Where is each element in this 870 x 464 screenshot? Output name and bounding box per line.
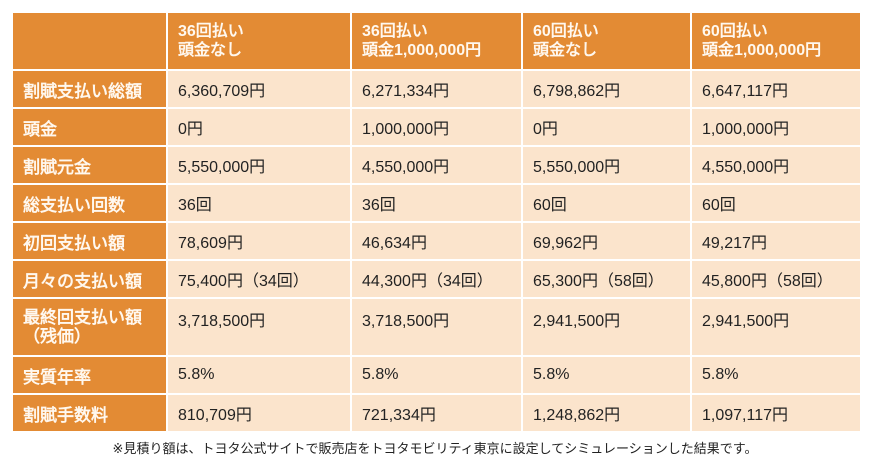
row-label: 割賦支払い総額 (11, 69, 168, 109)
table-cell: 6,360,709円 (166, 69, 352, 109)
column-header: 60回払い 頭金1,000,000円 (690, 11, 862, 71)
table-row: 総支払い回数 36回 36回 60回 60回 (11, 183, 862, 223)
table-cell: 6,271,334円 (350, 69, 523, 109)
table-row: 割賦手数料 810,709円 721,334円 1,248,862円 1,097… (11, 393, 862, 433)
table-cell: 0円 (521, 107, 692, 147)
table-cell: 1,000,000円 (690, 107, 862, 147)
table-cell: 78,609円 (166, 221, 352, 261)
row-label: 頭金 (11, 107, 168, 147)
table-cell: 2,941,500円 (521, 297, 692, 357)
table-cell: 1,097,117円 (690, 393, 862, 433)
table-cell: 5,550,000円 (166, 145, 352, 185)
table-cell: 4,550,000円 (690, 145, 862, 185)
row-label: 割賦元金 (11, 145, 168, 185)
row-label: 月々の支払い額 (11, 259, 168, 299)
column-header: 60回払い 頭金なし (521, 11, 692, 71)
table-row: 初回支払い額 78,609円 46,634円 69,962円 49,217円 (11, 221, 862, 261)
table-cell: 65,300円（58回） (521, 259, 692, 299)
table-cell: 4,550,000円 (350, 145, 523, 185)
header-row: 36回払い 頭金なし 36回払い 頭金1,000,000円 60回払い 頭金なし 60… (11, 11, 862, 71)
corner-cell (11, 11, 168, 71)
table-row: 割賦元金 5,550,000円 4,550,000円 5,550,000円 4,… (11, 145, 862, 185)
row-label: 総支払い回数 (11, 183, 168, 223)
table-cell: 3,718,500円 (350, 297, 523, 357)
table-cell: 36回 (350, 183, 523, 223)
table-cell: 75,400円（34回） (166, 259, 352, 299)
row-label: 最終回支払い額 （残価） (11, 297, 168, 357)
row-label: 割賦手数料 (11, 393, 168, 433)
table-cell: 5.8% (350, 355, 523, 395)
table-cell: 0円 (166, 107, 352, 147)
table-cell: 6,647,117円 (690, 69, 862, 109)
table-cell: 5.8% (690, 355, 862, 395)
table-cell: 45,800円（58回） (690, 259, 862, 299)
table-cell: 5.8% (166, 355, 352, 395)
table-row: 月々の支払い額 75,400円（34回） 44,300円（34回） 65,300… (11, 259, 862, 299)
table-cell: 1,248,862円 (521, 393, 692, 433)
table-cell: 60回 (690, 183, 862, 223)
table-row: 頭金 0円 1,000,000円 0円 1,000,000円 (11, 107, 862, 147)
table-cell: 5.8% (521, 355, 692, 395)
table-cell: 46,634円 (350, 221, 523, 261)
column-header: 36回払い 頭金なし (166, 11, 352, 71)
table-cell: 60回 (521, 183, 692, 223)
loan-comparison-table: 36回払い 頭金なし 36回払い 頭金1,000,000円 60回払い 頭金なし 60… (11, 11, 862, 433)
table-cell: 36回 (166, 183, 352, 223)
table-cell: 5,550,000円 (521, 145, 692, 185)
row-label: 初回支払い額 (11, 221, 168, 261)
table-cell: 69,962円 (521, 221, 692, 261)
table-row: 実質年率 5.8% 5.8% 5.8% 5.8% (11, 355, 862, 395)
column-header: 36回払い 頭金1,000,000円 (350, 11, 523, 71)
table-row: 割賦支払い総額 6,360,709円 6,271,334円 6,798,862円… (11, 69, 862, 109)
table-cell: 44,300円（34回） (350, 259, 523, 299)
table-cell: 49,217円 (690, 221, 862, 261)
table-row: 最終回支払い額 （残価） 3,718,500円 3,718,500円 2,941,… (11, 297, 862, 357)
table-cell: 721,334円 (350, 393, 523, 433)
table-cell: 810,709円 (166, 393, 352, 433)
table-cell: 2,941,500円 (690, 297, 862, 357)
row-label: 実質年率 (11, 355, 168, 395)
table-cell: 3,718,500円 (166, 297, 352, 357)
table-cell: 1,000,000円 (350, 107, 523, 147)
footnote: ※見積り額は、トヨタ公式サイトで販売店をトヨタモビリティ東京に設定してシミュレー… (112, 441, 758, 456)
table-cell: 6,798,862円 (521, 69, 692, 109)
